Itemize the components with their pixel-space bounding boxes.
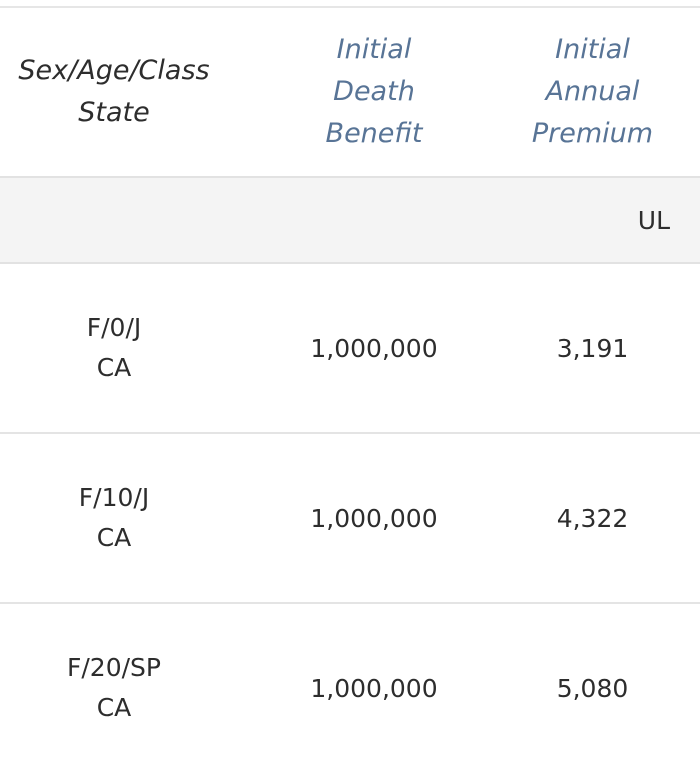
product-group-row: UL: [0, 176, 700, 264]
sex-age-class-state-cell: F/20/SP CA: [0, 604, 228, 772]
death-benefit-cell: 1,000,000: [310, 673, 438, 703]
sex-age-class-value: F/20/SP: [67, 653, 161, 682]
header-initial-annual-premium[interactable]: Initial Annual Premium: [531, 34, 654, 149]
table-top-divider: [0, 6, 700, 8]
header-initial-death-benefit[interactable]: Initial Death Benefit: [325, 34, 423, 149]
header-sex-age-class-state[interactable]: Sex/Age/Class State: [18, 55, 210, 128]
product-group-label: UL: [637, 205, 670, 235]
state-value: CA: [96, 353, 132, 382]
sex-age-class-value: F/0/J: [86, 313, 142, 342]
sex-age-class-state-cell: F/10/J CA: [0, 434, 228, 602]
sex-age-class-state-cell: F/0/J CA: [0, 264, 228, 432]
annual-premium-cell: 3,191: [556, 333, 629, 363]
sex-age-class-value: F/10/J: [78, 483, 150, 512]
table-row: F/0/J CA 1,000,000 3,191: [0, 264, 700, 434]
state-value: CA: [96, 523, 132, 552]
death-benefit-cell: 1,000,000: [310, 503, 438, 533]
death-benefit-cell: 1,000,000: [310, 333, 438, 363]
annual-premium-cell: 4,322: [556, 503, 629, 533]
table-row: F/20/SP CA 1,000,000 5,080: [0, 604, 700, 774]
annual-premium-cell: 5,080: [556, 673, 629, 703]
table-row: F/10/J CA 1,000,000 4,322: [0, 434, 700, 604]
state-value: CA: [96, 693, 132, 722]
table-header-row: Sex/Age/Class State Initial Death Benefi…: [0, 8, 700, 176]
